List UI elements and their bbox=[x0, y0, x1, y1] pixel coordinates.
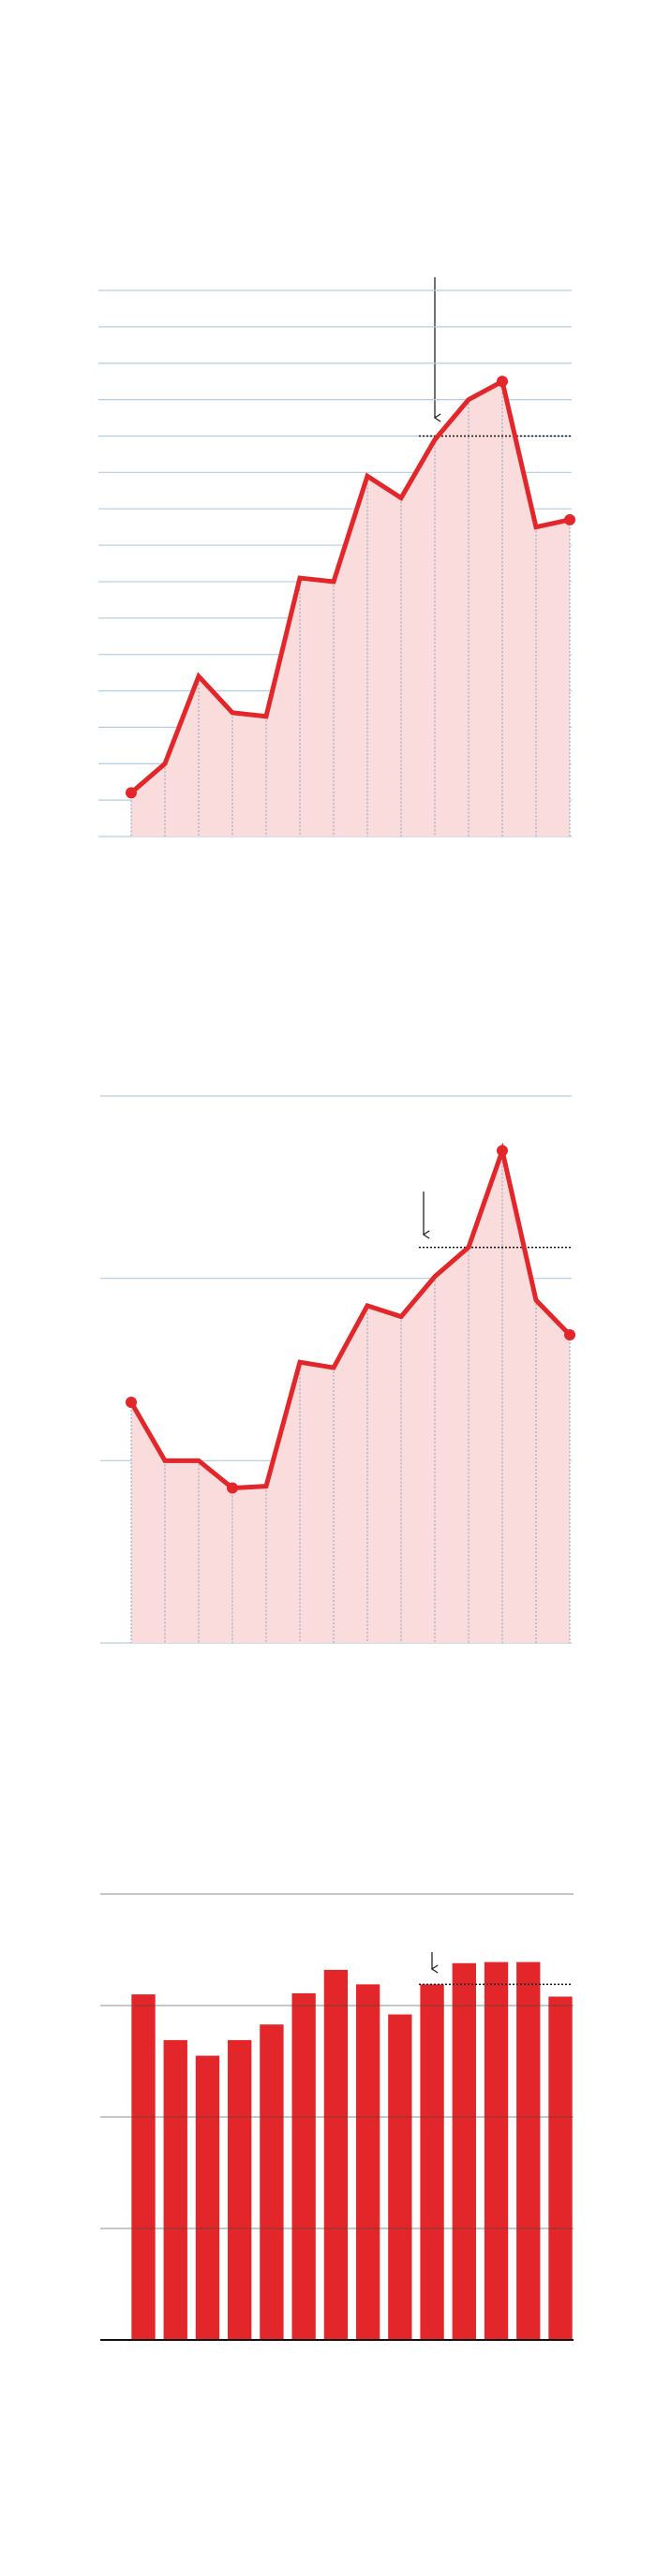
bar bbox=[291, 1992, 316, 2340]
bar bbox=[195, 2055, 220, 2340]
bar bbox=[548, 1996, 573, 2340]
bar bbox=[452, 1962, 476, 2340]
bar bbox=[323, 1969, 349, 2340]
bar bbox=[131, 1994, 156, 2340]
point bbox=[126, 1397, 137, 1409]
bar bbox=[355, 1984, 380, 2340]
bar bbox=[420, 1984, 444, 2340]
point bbox=[564, 1329, 575, 1341]
point bbox=[126, 787, 137, 799]
line bbox=[129, 378, 571, 795]
bar bbox=[484, 1962, 509, 2340]
point bbox=[564, 513, 575, 526]
point bbox=[227, 1482, 238, 1494]
area bbox=[131, 381, 570, 836]
area bbox=[131, 1150, 570, 1643]
bar bbox=[163, 2039, 187, 2340]
line bbox=[128, 1142, 572, 1491]
bar bbox=[388, 2014, 412, 2340]
bar bbox=[516, 1962, 541, 2340]
point bbox=[497, 1145, 508, 1157]
bar bbox=[260, 2024, 284, 2340]
point bbox=[497, 376, 508, 388]
bar bbox=[228, 2039, 252, 2340]
